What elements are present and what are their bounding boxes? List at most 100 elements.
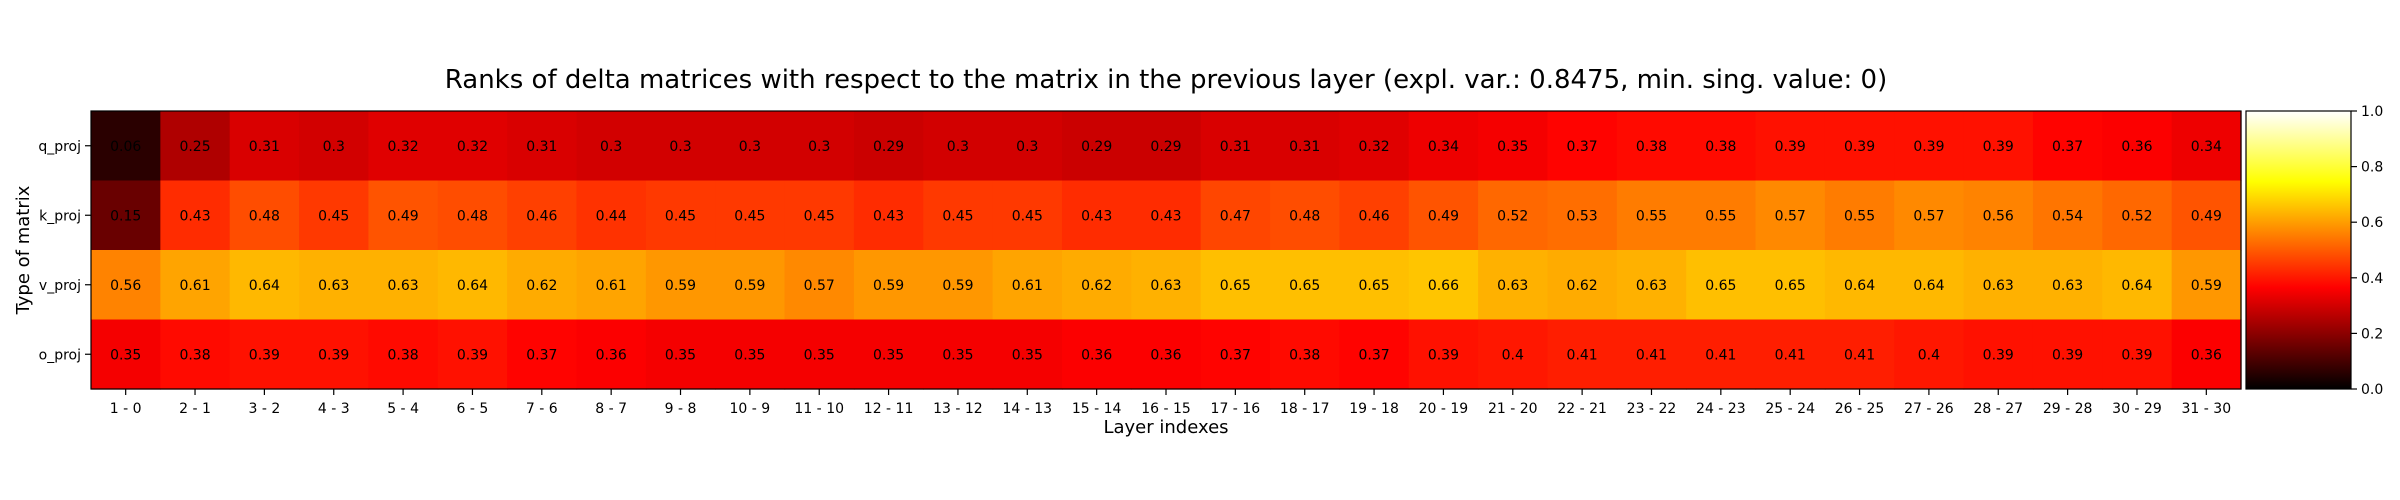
cell-value-label: 0.39 (1775, 139, 1806, 155)
cell-value-label: 0.32 (1358, 139, 1389, 155)
heatmap-cell (1131, 250, 1202, 321)
cell-value-label: 0.61 (179, 278, 210, 294)
heatmap-cell (992, 180, 1063, 251)
cell-value-label: 0.49 (388, 208, 419, 224)
x-tick-label: 8 - 7 (595, 401, 627, 417)
heatmap-cell (160, 319, 231, 390)
cell-value-label: 0.45 (665, 208, 696, 224)
x-tick-label: 7 - 6 (526, 401, 558, 417)
heatmap-cell (1894, 319, 1965, 390)
cell-value-label: 0.39 (2121, 347, 2152, 363)
heatmap-cell (91, 111, 161, 182)
chart-title: Ranks of delta matrices with respect to … (445, 65, 1887, 95)
heatmap-cell (923, 111, 994, 182)
heatmap-cell (2032, 180, 2103, 251)
heatmap-cell (1547, 180, 1618, 251)
heatmap-cell (1270, 319, 1340, 390)
heatmap-cell (1616, 319, 1687, 390)
heatmap-cell (1963, 319, 2034, 390)
x-tick-label: 13 - 12 (933, 401, 983, 417)
cell-value-label: 0.39 (1844, 139, 1875, 155)
heatmap-cell (1755, 180, 1826, 251)
cell-value-label: 0.63 (1497, 278, 1528, 294)
heatmap-cell (1824, 180, 1895, 251)
heatmap-cell (1478, 319, 1549, 390)
heatmap-cell (715, 250, 786, 321)
heatmap-cell (1061, 319, 1132, 390)
cell-value-label: 0.31 (1220, 139, 1251, 155)
cell-value-label: 0.39 (249, 347, 280, 363)
heatmap-cell (91, 250, 161, 321)
cell-value-label: 0.37 (1220, 347, 1251, 363)
cell-value-label: 0.57 (1775, 208, 1806, 224)
heatmap-cell (576, 180, 647, 251)
cell-value-label: 0.36 (1150, 347, 1181, 363)
heatmap-cell (715, 319, 786, 390)
heatmap-cell (784, 180, 855, 251)
heatmap-cell (1894, 250, 1965, 321)
cell-value-label: 0.39 (457, 347, 488, 363)
cell-value-label: 0.37 (2052, 139, 2083, 155)
heatmap-cell (1061, 111, 1132, 182)
cell-value-label: 0.64 (457, 278, 488, 294)
cell-value-label: 0.29 (873, 139, 904, 155)
heatmap-cell (2171, 250, 2242, 321)
heatmap-cell (1686, 319, 1757, 390)
cell-value-label: 0.48 (1289, 208, 1320, 224)
heatmap-cell (2032, 250, 2103, 321)
heatmap-cell (1200, 180, 1271, 251)
cell-value-label: 0.39 (2052, 347, 2083, 363)
heatmap-cell (1478, 250, 1549, 321)
colorbar-tick-label: 1.0 (2361, 104, 2383, 120)
heatmap-cell (1616, 111, 1687, 182)
cell-value-label: 0.35 (665, 347, 696, 363)
colorbar-tick-label: 0.2 (2361, 326, 2383, 342)
cell-value-label: 0.15 (110, 208, 141, 224)
heatmap-cell (1547, 319, 1618, 390)
cell-value-label: 0.31 (249, 139, 280, 155)
heatmap-cell (1270, 111, 1340, 182)
x-tick-label: 23 - 22 (1627, 401, 1677, 417)
cell-value-label: 0.36 (1081, 347, 1112, 363)
x-tick-label: 25 - 24 (1765, 401, 1815, 417)
x-tick-label: 24 - 23 (1696, 401, 1746, 417)
heatmap-cell (507, 111, 578, 182)
cell-value-label: 0.39 (1428, 347, 1459, 363)
cell-value-label: 0.65 (1220, 278, 1251, 294)
heatmap-cell (992, 250, 1063, 321)
heatmap-cell (1963, 111, 2034, 182)
heatmap-cell (1616, 180, 1687, 251)
heatmap-cell (1824, 319, 1895, 390)
cell-value-label: 0.3 (808, 139, 830, 155)
colorbar-ticks: 0.0 0.2 0.4 0.6 0.8 1.0 (2351, 104, 2383, 398)
heatmap-cell (368, 319, 439, 390)
heatmap-cell (1547, 250, 1618, 321)
heatmap-cell (645, 180, 716, 251)
heatmap-cell (1478, 111, 1549, 182)
heatmap-cell (1339, 250, 1410, 321)
heatmap-cell (299, 180, 370, 251)
x-tick-label: 18 - 17 (1280, 401, 1330, 417)
cell-value-label: 0.3 (947, 139, 969, 155)
cell-value-label: 0.39 (318, 347, 349, 363)
y-axis-ticks: q_proj k_proj v_proj o_proj (38, 139, 91, 363)
heatmap-cell (368, 180, 439, 251)
cell-value-label: 0.56 (1983, 208, 2014, 224)
x-tick-label: 9 - 8 (665, 401, 697, 417)
cell-value-label: 0.25 (179, 139, 210, 155)
x-tick-label: 4 - 3 (318, 401, 350, 417)
heatmap-cell (2032, 111, 2103, 182)
cell-value-label: 0.35 (1012, 347, 1043, 363)
cell-value-label: 0.61 (1012, 278, 1043, 294)
cell-value-label: 0.64 (249, 278, 280, 294)
cell-value-label: 0.46 (1358, 208, 1389, 224)
cell-value-label: 0.38 (179, 347, 210, 363)
cell-value-label: 0.41 (1705, 347, 1736, 363)
x-tick-label: 21 - 20 (1488, 401, 1538, 417)
cell-value-label: 0.41 (1844, 347, 1875, 363)
y-tick-label: q_proj (38, 139, 81, 155)
heatmap-cell (576, 111, 647, 182)
cell-value-label: 0.49 (2191, 208, 2222, 224)
heatmap-cell (229, 250, 300, 321)
heatmap-cell (437, 319, 508, 390)
